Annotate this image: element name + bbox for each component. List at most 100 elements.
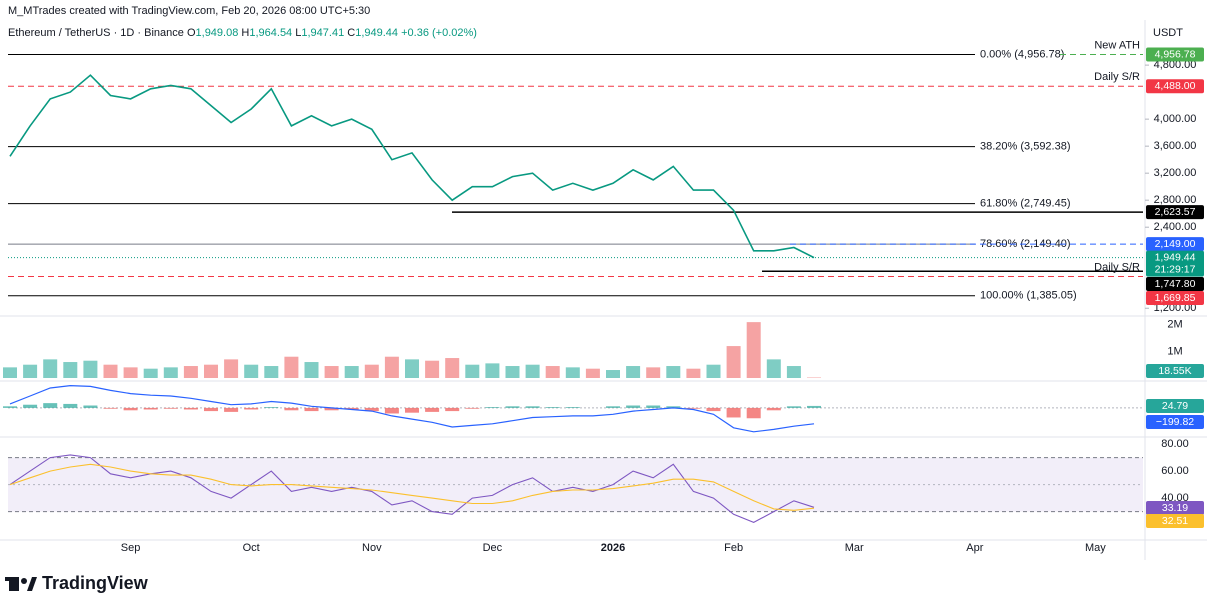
volume-bar <box>505 366 520 378</box>
macd-histogram <box>364 407 379 412</box>
y-tick-label: 2,800.00 <box>1154 194 1197 206</box>
volume-bar <box>445 358 460 378</box>
macd-histogram <box>505 406 520 408</box>
volume-bar <box>364 364 379 378</box>
macd-histogram <box>3 406 17 408</box>
ohlc-key: L <box>295 27 301 39</box>
symbol-legend: Ethereum / TetherUS · 1D · Binance O1,94… <box>8 27 477 39</box>
ohlc-value: 1,949.44 <box>355 27 398 39</box>
macd-histogram <box>183 407 198 410</box>
macd-histogram <box>204 407 218 412</box>
macd-histogram <box>606 406 620 408</box>
macd-histogram <box>324 407 339 411</box>
macd-badge-bg <box>1146 399 1204 413</box>
x-tick-label: 2026 <box>601 542 625 554</box>
volume-bar <box>706 364 721 378</box>
macd-histogram <box>545 407 560 408</box>
macd-histogram <box>766 407 781 411</box>
fib-label: 61.80% (2,749.45) <box>980 198 1071 210</box>
volume-bar <box>143 368 158 378</box>
level-badge: 2,149.00 <box>1155 238 1196 250</box>
level-badge-bg <box>1146 79 1204 94</box>
level-badge: 1,669.85 <box>1155 292 1196 304</box>
level-badge: 2,623.57 <box>1155 206 1196 218</box>
volume-bar <box>485 363 500 378</box>
rsi-badge: 33.19 <box>1162 502 1188 514</box>
level-badge-bg <box>1146 47 1204 62</box>
level-badge-bg <box>1146 277 1204 291</box>
volume-bar <box>646 367 661 378</box>
macd-histogram <box>344 407 359 410</box>
volume-bar <box>465 364 480 378</box>
macd-badge: −199.82 <box>1156 416 1194 428</box>
volume-bar <box>545 366 560 378</box>
ohlc-key: H <box>241 27 249 39</box>
level-badge-bg <box>1146 291 1204 305</box>
volume-bar <box>585 368 600 378</box>
macd-histogram <box>485 407 500 408</box>
macd-histogram <box>686 407 701 409</box>
macd-histogram <box>244 407 259 410</box>
volume-bar <box>123 367 138 378</box>
volume-bar <box>525 364 540 378</box>
macd-histogram <box>143 407 158 410</box>
y-tick-label: 3,600.00 <box>1154 140 1197 152</box>
macd-badge-bg <box>1146 415 1204 429</box>
volume-bar <box>183 366 198 378</box>
volume-bar <box>264 366 279 378</box>
volume-badge-bg <box>1146 364 1204 378</box>
ohlc-key: C <box>347 27 355 39</box>
volume-bar <box>726 346 741 378</box>
volume-bar <box>666 366 681 378</box>
level-note: Daily S/R <box>1094 261 1140 273</box>
macd-histogram <box>565 407 580 408</box>
last-price-bg <box>1146 250 1204 277</box>
last-price-label: 1,949.44 <box>1155 251 1196 263</box>
macd-histogram <box>83 405 98 408</box>
y-tick-label: 1,200.00 <box>1154 302 1197 314</box>
y-tick-label: 60.00 <box>1161 465 1189 477</box>
change: +0.36 (+0.02%) <box>401 27 477 39</box>
fib-label: 0.00% (4,956.78) <box>980 48 1064 60</box>
rsi-line <box>9 454 815 524</box>
x-tick-label: Mar <box>845 542 864 554</box>
ohlc-value: 1,949.08 <box>196 27 239 39</box>
macd-histogram <box>726 407 741 418</box>
macd-histogram <box>123 407 138 411</box>
volume-bar <box>23 364 38 378</box>
y-tick-label: 4,800.00 <box>1154 59 1197 71</box>
volume-bar <box>405 359 419 378</box>
level-note: Daily S/R <box>1094 71 1140 83</box>
x-tick-label: May <box>1085 542 1106 554</box>
volume-bar <box>324 366 339 378</box>
ohlc-value: 1,947.41 <box>301 27 344 39</box>
level-badge: 1,747.80 <box>1155 278 1196 290</box>
volume-bar <box>425 360 440 378</box>
y-tick-label: 80.00 <box>1161 438 1189 450</box>
y-tick-label: 1M <box>1167 345 1182 357</box>
level-badge: 4,956.78 <box>1155 48 1196 60</box>
level-badge-bg <box>1146 205 1204 220</box>
macd-histogram <box>103 407 118 409</box>
countdown: 21:29:17 <box>1155 263 1196 275</box>
symbol: Ethereum / TetherUS · 1D · Binance <box>8 27 184 39</box>
volume-bar <box>43 359 58 378</box>
macd-histogram <box>425 407 440 412</box>
rsi-badge-bg <box>1146 501 1204 515</box>
macd-histogram <box>264 407 279 408</box>
macd-line <box>9 384 815 433</box>
volume-badge: 18.55K <box>1158 365 1191 377</box>
volume-bar <box>244 364 259 378</box>
y-tick-label: 2,400.00 <box>1154 221 1197 233</box>
y-tick-label: 2M <box>1167 319 1182 331</box>
macd-histogram <box>626 405 641 408</box>
fib-label: 38.20% (3,592.38) <box>980 141 1071 153</box>
macd-histogram <box>405 407 419 413</box>
volume-bar <box>3 367 17 378</box>
volume-bar <box>686 368 701 378</box>
x-tick-label: Apr <box>966 542 983 554</box>
volume-bar <box>344 366 359 378</box>
macd-histogram <box>786 406 801 408</box>
macd-histogram <box>746 407 761 419</box>
macd-histogram <box>284 407 299 411</box>
